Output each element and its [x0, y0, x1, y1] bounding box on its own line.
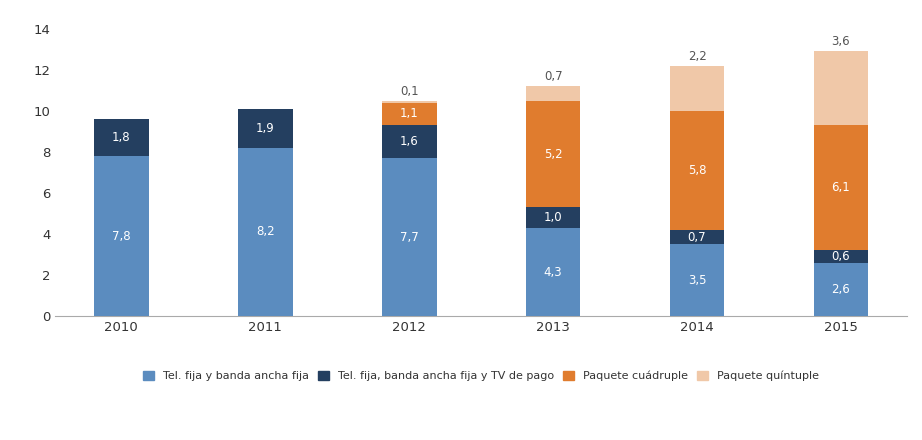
Bar [813, 250, 869, 263]
Text: 1,1: 1,1 [400, 107, 419, 121]
Text: 0,7: 0,7 [544, 70, 562, 83]
Legend: Tel. fija y banda ancha fija, Tel. fija, banda ancha fija y TV de pago, Paquete : Tel. fija y banda ancha fija, Tel. fija,… [143, 370, 819, 381]
Text: 5,2: 5,2 [544, 147, 562, 161]
Text: 2,2: 2,2 [688, 50, 706, 62]
Bar [238, 109, 292, 148]
Bar [382, 125, 436, 158]
Bar [382, 158, 436, 316]
Bar [669, 244, 725, 316]
Bar [238, 148, 292, 316]
Bar [382, 101, 436, 103]
Bar [669, 230, 725, 244]
Bar [526, 101, 581, 207]
Bar [526, 86, 581, 101]
Text: 6,1: 6,1 [832, 181, 850, 194]
Bar [669, 111, 725, 230]
Text: 1,0: 1,0 [544, 211, 562, 224]
Text: 4,3: 4,3 [544, 265, 562, 279]
Text: 5,8: 5,8 [688, 164, 706, 177]
Text: 1,6: 1,6 [400, 135, 419, 148]
Text: 0,6: 0,6 [832, 250, 850, 263]
Text: 1,9: 1,9 [256, 122, 275, 135]
Text: 1,8: 1,8 [112, 131, 131, 144]
Bar [669, 66, 725, 111]
Text: 7,8: 7,8 [112, 230, 131, 242]
Text: 8,2: 8,2 [256, 225, 275, 238]
Bar [94, 156, 148, 316]
Bar [813, 263, 869, 316]
Bar [813, 51, 869, 125]
Text: 3,5: 3,5 [688, 274, 706, 287]
Text: 2,6: 2,6 [832, 283, 850, 296]
Bar [526, 207, 581, 228]
Text: 3,6: 3,6 [832, 35, 850, 48]
Bar [813, 125, 869, 250]
Text: 0,7: 0,7 [688, 231, 706, 244]
Text: 7,7: 7,7 [400, 231, 419, 244]
Text: 0,1: 0,1 [400, 84, 419, 98]
Bar [94, 119, 148, 156]
Bar [526, 228, 581, 316]
Bar [382, 103, 436, 125]
